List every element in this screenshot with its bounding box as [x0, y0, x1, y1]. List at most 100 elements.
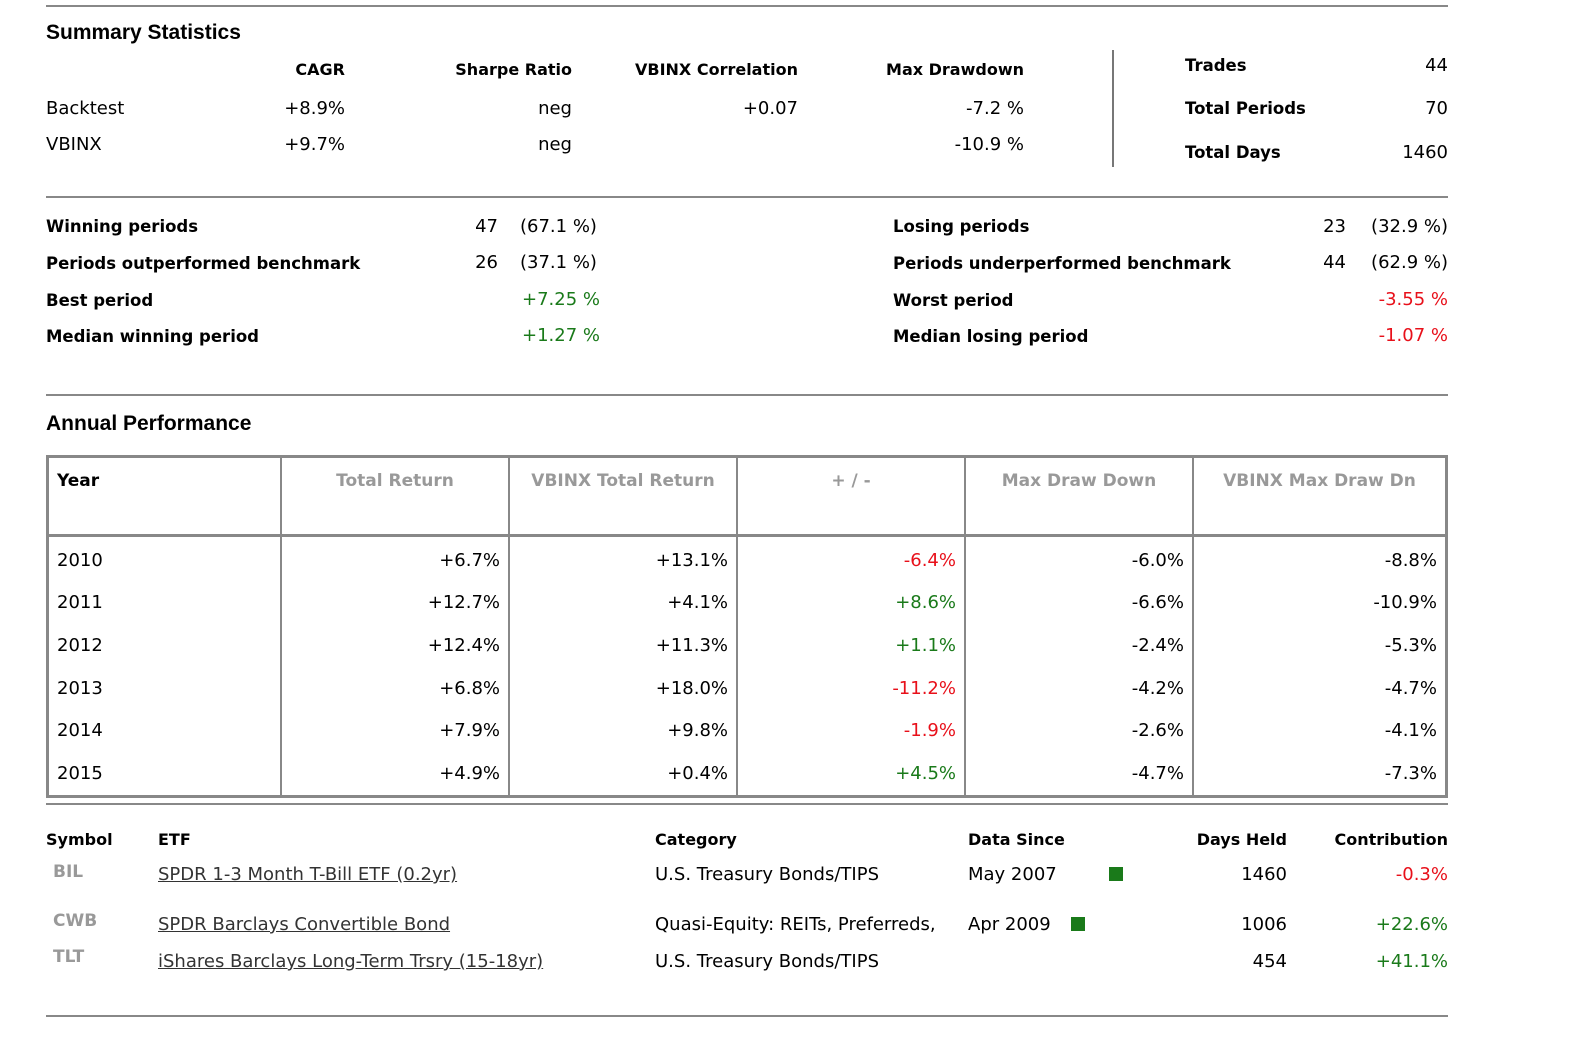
cell-vbinx-return: +11.3% [508, 624, 738, 667]
holding-category: U.S. Treasury Bonds/TIPS [655, 951, 880, 972]
cell-year: 2014 [46, 709, 282, 752]
status-square-icon [1109, 867, 1123, 881]
winning-periods-count: 47 [475, 216, 498, 237]
header-year[interactable]: Year [46, 456, 282, 537]
outperformed-pct: (37.1 %) [520, 252, 597, 273]
cell-total-return: +7.9% [280, 709, 510, 752]
cell-max-dd: -6.0% [964, 535, 1194, 582]
holding-days-held: 1460 [1241, 864, 1287, 885]
annual-title: Annual Performance [46, 412, 252, 435]
winning-periods-label: Winning periods [46, 217, 199, 236]
cell-vbinx-return: +13.1% [508, 535, 738, 582]
header-total-return[interactable]: Total Return [280, 456, 510, 537]
cell-max-dd: -2.4% [964, 624, 1194, 667]
losing-periods-label: Losing periods [893, 217, 1030, 236]
worst-period-label: Worst period [893, 291, 1014, 310]
worst-period-value: -3.55 % [1378, 289, 1448, 310]
table-row: 2010 +6.7% +13.1% -6.4% -6.0% -8.8% [46, 535, 1448, 582]
divider [46, 5, 1448, 7]
losing-periods-pct: (32.9 %) [1371, 216, 1448, 237]
holding-etf-link[interactable]: SPDR Barclays Convertible Bond [158, 914, 451, 935]
holding-contribution: -0.3% [1395, 864, 1448, 885]
holding-days-held: 1006 [1241, 914, 1287, 935]
median-winning-value: +1.27 % [522, 325, 600, 346]
cell-total-return: +6.8% [280, 666, 510, 710]
backtest-maxdd: -7.2 % [966, 98, 1024, 119]
backtest-cagr: +8.9% [284, 98, 345, 119]
median-losing-value: -1.07 % [1378, 325, 1448, 346]
table-row: 2012 +12.4% +11.3% +1.1% -2.4% -5.3% [46, 624, 1448, 667]
header-vbinx-total-return[interactable]: VBINX Total Return [508, 456, 738, 537]
holding-data-since: May 2007 [968, 864, 1057, 885]
holding-data-since: Apr 2009 [968, 914, 1051, 935]
winning-periods-pct: (67.1 %) [520, 216, 597, 237]
cell-year: 2013 [46, 666, 282, 710]
col-symbol: Symbol [46, 830, 113, 849]
cell-total-return: +12.4% [280, 624, 510, 667]
best-period-label: Best period [46, 291, 154, 310]
table-header-row: Year Total Return VBINX Total Return + /… [46, 456, 1448, 537]
best-period-value: +7.25 % [522, 289, 600, 310]
summary-separator [1112, 50, 1114, 167]
cell-diff: +1.1% [736, 624, 966, 667]
cell-max-dd: -6.6% [964, 581, 1194, 625]
header-plus-minus[interactable]: + / - [736, 456, 966, 537]
cell-max-dd: -2.6% [964, 709, 1194, 752]
holding-symbol: TLT [53, 947, 85, 967]
median-losing-label: Median losing period [893, 327, 1089, 346]
cell-year: 2010 [46, 535, 282, 582]
holding-contribution: +41.1% [1375, 951, 1448, 972]
trades-value: 44 [1425, 55, 1448, 76]
outperformed-count: 26 [475, 252, 498, 273]
holding-category: Quasi-Equity: REITs, Preferreds, [655, 914, 936, 935]
cell-year: 2012 [46, 624, 282, 667]
vbinx-maxdd: -10.9 % [954, 134, 1024, 155]
row-label-backtest: Backtest [46, 98, 125, 119]
cell-diff: +8.6% [736, 581, 966, 625]
cell-diff: -6.4% [736, 535, 966, 582]
col-etf: ETF [158, 830, 191, 849]
holding-etf-link[interactable]: SPDR 1-3 Month T-Bill ETF (0.2yr) [158, 864, 458, 885]
col-correlation: VBINX Correlation [635, 60, 798, 79]
cell-diff: -11.2% [736, 666, 966, 710]
cell-year: 2015 [46, 751, 282, 797]
col-contribution: Contribution [1334, 830, 1448, 849]
holding-symbol: CWB [53, 911, 98, 931]
vbinx-sharpe: neg [538, 134, 572, 155]
cell-diff: +4.5% [736, 751, 966, 797]
cell-total-return: +4.9% [280, 751, 510, 797]
cell-max-dd: -4.7% [964, 751, 1194, 797]
header-max-draw-down[interactable]: Max Draw Down [964, 456, 1194, 537]
holding-category: U.S. Treasury Bonds/TIPS [655, 864, 880, 885]
table-row: 2015 +4.9% +0.4% +4.5% -4.7% -7.3% [46, 751, 1448, 797]
cell-vbinx-max-dd: -8.8% [1192, 535, 1448, 582]
cell-total-return: +6.7% [280, 535, 510, 582]
total-periods-value: 70 [1425, 98, 1448, 119]
cell-total-return: +12.7% [280, 581, 510, 625]
cell-vbinx-return: +4.1% [508, 581, 738, 625]
cell-vbinx-max-dd: -5.3% [1192, 624, 1448, 667]
summary-title: Summary Statistics [46, 21, 241, 44]
cell-diff: -1.9% [736, 709, 966, 752]
cell-vbinx-max-dd: -4.1% [1192, 709, 1448, 752]
col-sharpe: Sharpe Ratio [455, 60, 572, 79]
holding-days-held: 454 [1252, 951, 1287, 972]
divider [46, 196, 1448, 198]
col-data-since: Data Since [968, 830, 1065, 849]
cell-vbinx-return: +18.0% [508, 666, 738, 710]
row-label-vbinx: VBINX [46, 134, 102, 155]
total-days-value: 1460 [1402, 142, 1448, 163]
status-square-icon [1071, 917, 1085, 931]
backtest-sharpe: neg [538, 98, 572, 119]
col-cagr: CAGR [295, 60, 345, 79]
divider [46, 1015, 1448, 1017]
outperformed-label: Periods outperformed benchmark [46, 254, 361, 273]
holding-contribution: +22.6% [1375, 914, 1448, 935]
header-vbinx-max-draw-dn[interactable]: VBINX Max Draw Dn [1192, 456, 1448, 537]
table-row: 2014 +7.9% +9.8% -1.9% -2.6% -4.1% [46, 709, 1448, 752]
holding-etf-link[interactable]: iShares Barclays Long-Term Trsry (15-18y… [158, 951, 544, 972]
cell-max-dd: -4.2% [964, 666, 1194, 710]
underperformed-pct: (62.9 %) [1371, 252, 1448, 273]
total-periods-label: Total Periods [1185, 99, 1306, 118]
divider [46, 803, 1448, 805]
